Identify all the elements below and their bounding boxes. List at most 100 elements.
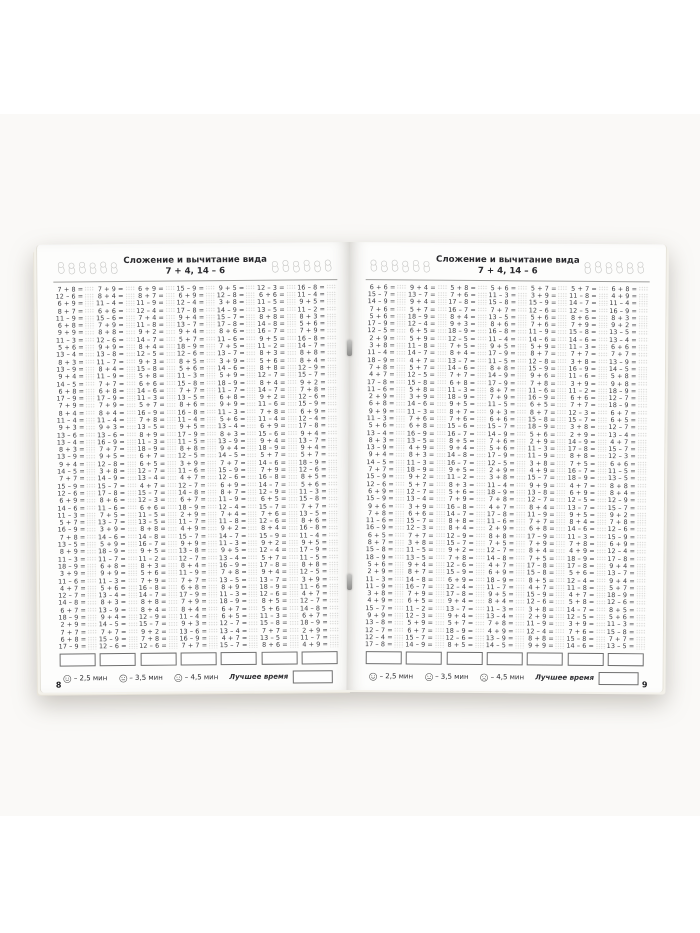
answer-dots-field: [125, 402, 137, 409]
answer-dots-field: [87, 578, 98, 584]
answer-dots-field: [557, 336, 568, 343]
answer-dots-field: [476, 452, 487, 459]
answer-dots-field: [208, 591, 219, 598]
answer-dots-field: [207, 496, 218, 503]
answer-dots-field: [246, 343, 257, 349]
answer-dots-field: [597, 329, 609, 336]
answer-box: [406, 651, 443, 665]
answer-dots-field: [167, 497, 178, 503]
workbook-page-left: Сложение и вычитание вида 7 + 4, 14 – 6: [36, 242, 357, 693]
answer-dots-field: [327, 400, 338, 407]
answer-dots-field: [127, 548, 138, 555]
answer-dots-field: [327, 408, 338, 414]
answer-dots-field: [636, 599, 647, 606]
answer-dots-field: [246, 401, 257, 408]
answer-dots-field: [127, 592, 138, 598]
answer-dots-field: [87, 614, 98, 621]
answer-dots-field: [166, 402, 177, 408]
problem-cell: 14 – 6 =: [565, 642, 606, 650]
answer-box: [180, 652, 217, 666]
answer-dots-field: [597, 446, 608, 452]
answer-dots-field: [596, 577, 607, 584]
answer-dots-field: [596, 504, 607, 511]
answer-dots-field: [87, 607, 98, 613]
answer-dots-field: [475, 503, 486, 510]
answer-dots-field: [476, 387, 487, 393]
answer-dots-field: [84, 300, 95, 307]
answer-dots-field: [328, 495, 339, 502]
answer-dots-field: [597, 351, 608, 358]
answer-dots-field: [556, 519, 567, 525]
answer-dots-field: [516, 438, 527, 445]
answer-dots-field: [329, 634, 340, 640]
answer-dots-field: [515, 511, 527, 517]
problem-cell: 15 – 7 =: [219, 641, 259, 649]
answer-dots-field: [638, 300, 649, 307]
answer-dots-field: [85, 439, 97, 445]
answer-dots-field: [476, 423, 487, 430]
answer-dots-field: [206, 401, 217, 408]
answer-dots-field: [635, 636, 646, 642]
answer-dots-field: [328, 568, 339, 575]
answer-dots-field: [477, 284, 488, 291]
legend-label: – 3,5 мин: [129, 674, 163, 683]
answer-dots-field: [328, 532, 339, 538]
answer-dots-field: [207, 540, 218, 547]
answer-dots-field: [87, 592, 98, 599]
answer-dots-field: [328, 554, 339, 560]
problem-cell: 9 + 9 =: [525, 642, 566, 650]
answer-dots-field: [208, 613, 219, 620]
answer-dots-field: [555, 621, 566, 627]
answer-dots-field: [86, 446, 97, 453]
answer-dots-field: [208, 576, 219, 583]
answer-dots-field: [435, 481, 446, 488]
problem-expression: 8 + 5 =: [447, 640, 474, 650]
answer-dots-field: [475, 474, 487, 481]
answer-dots-field: [127, 533, 138, 540]
answer-dots-field: [84, 286, 95, 292]
answer-dots-field: [557, 292, 569, 299]
answer-dots-field: [85, 424, 96, 431]
answer-dots-field: [395, 415, 406, 422]
answer-dots-field: [394, 568, 405, 575]
answer-dots-field: [326, 298, 337, 305]
answer-dots-field: [288, 576, 299, 582]
answer-dots-field: [327, 437, 338, 443]
answer-dots-field: [638, 359, 649, 365]
answer-dots-field: [394, 598, 405, 604]
answer-dots-field: [86, 453, 97, 460]
answer-dots-field: [596, 475, 607, 482]
answer-dots-field: [475, 489, 486, 495]
answer-dots-field: [555, 643, 566, 649]
answer-dots-field: [477, 321, 488, 327]
answer-dots-field: [597, 358, 608, 365]
answer-dots-field: [329, 590, 340, 597]
answer-dots-field: [395, 473, 406, 480]
answer-dots-field: [246, 386, 257, 393]
answer-dots-field: [476, 350, 487, 357]
answer-dots-field: [395, 422, 406, 429]
answer-dots-field: [395, 401, 407, 407]
legend-item: – 2,5 мин: [63, 674, 108, 683]
best-time-label: Лучшее время: [229, 672, 289, 682]
answer-dots-field: [395, 459, 406, 465]
answer-dots-field: [476, 430, 487, 437]
answer-dots-field: [328, 481, 339, 487]
answer-dots-field: [127, 621, 138, 628]
answer-dots-field: [289, 641, 300, 648]
answer-dots-field: [477, 343, 488, 349]
answer-dots-field: [205, 299, 216, 306]
answer-dots-field: [327, 422, 338, 429]
answer-box: [526, 652, 564, 666]
answer-dots-field: [515, 635, 526, 642]
answer-dots-field: [396, 306, 407, 312]
answer-dots-field: [637, 417, 648, 424]
problem-expression: 8 + 6 =: [262, 640, 288, 650]
answer-dots-field: [165, 292, 176, 299]
answer-dots-field: [166, 416, 177, 423]
answer-dots-field: [436, 372, 447, 378]
answer-dots-field: [435, 452, 446, 458]
answer-dots-field: [206, 416, 217, 423]
answer-dots-field: [474, 635, 485, 641]
answer-dots-field: [395, 408, 406, 414]
